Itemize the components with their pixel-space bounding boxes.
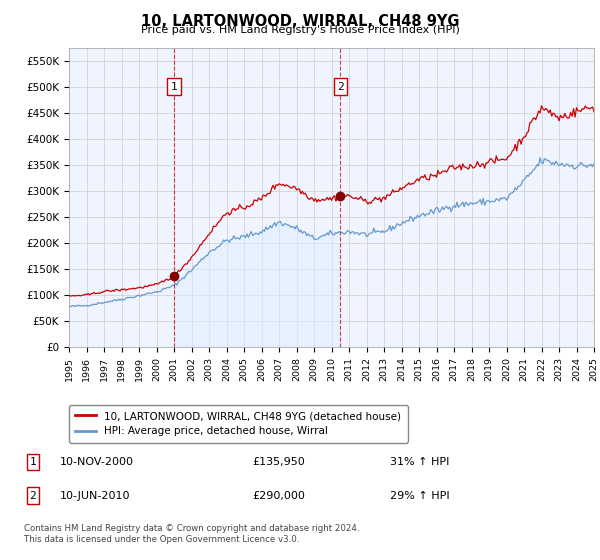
Text: 1: 1	[170, 82, 178, 92]
Text: 2: 2	[337, 82, 344, 92]
Text: Contains HM Land Registry data © Crown copyright and database right 2024.: Contains HM Land Registry data © Crown c…	[24, 524, 359, 533]
Text: 10-NOV-2000: 10-NOV-2000	[60, 457, 134, 467]
Legend: 10, LARTONWOOD, WIRRAL, CH48 9YG (detached house), HPI: Average price, detached : 10, LARTONWOOD, WIRRAL, CH48 9YG (detach…	[69, 405, 407, 442]
Text: This data is licensed under the Open Government Licence v3.0.: This data is licensed under the Open Gov…	[24, 535, 299, 544]
Text: 10, LARTONWOOD, WIRRAL, CH48 9YG: 10, LARTONWOOD, WIRRAL, CH48 9YG	[141, 14, 459, 29]
Text: 10-JUN-2010: 10-JUN-2010	[60, 491, 131, 501]
Text: £290,000: £290,000	[252, 491, 305, 501]
Text: 29% ↑ HPI: 29% ↑ HPI	[390, 491, 449, 501]
Text: 31% ↑ HPI: 31% ↑ HPI	[390, 457, 449, 467]
Text: Price paid vs. HM Land Registry's House Price Index (HPI): Price paid vs. HM Land Registry's House …	[140, 25, 460, 35]
Text: 1: 1	[29, 457, 37, 467]
Text: 2: 2	[29, 491, 37, 501]
Text: £135,950: £135,950	[252, 457, 305, 467]
